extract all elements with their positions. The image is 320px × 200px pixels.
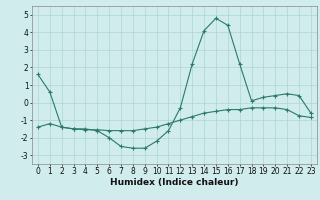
X-axis label: Humidex (Indice chaleur): Humidex (Indice chaleur) (110, 178, 239, 187)
